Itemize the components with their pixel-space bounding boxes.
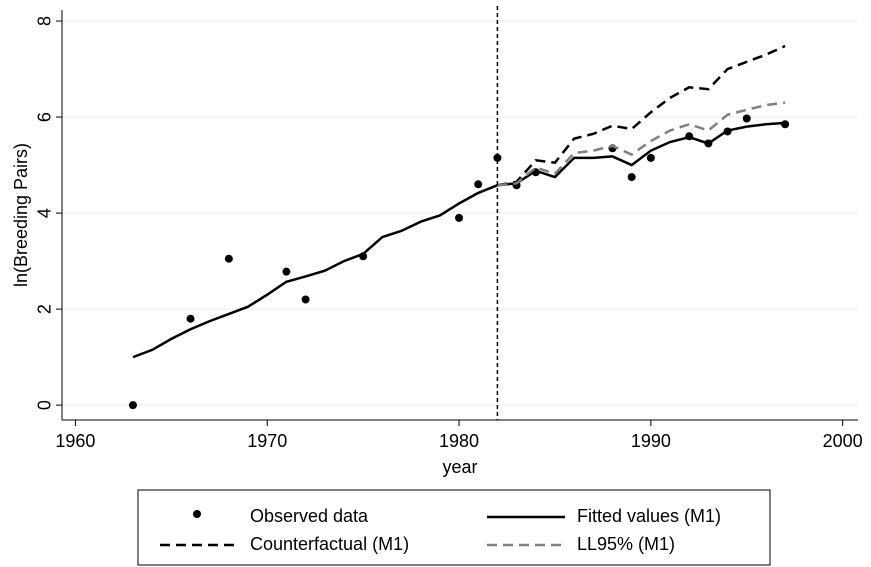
data-point: [128, 401, 137, 410]
legend-box: [137, 489, 771, 566]
x-tick-label: 1960: [55, 431, 95, 451]
legend-label: Fitted values (M1): [577, 506, 721, 526]
x-tick-label: 1990: [631, 431, 671, 451]
data-point: [224, 254, 233, 263]
data-point: [455, 213, 464, 222]
legend-label: Counterfactual (M1): [250, 534, 409, 554]
data-point: [493, 153, 502, 162]
series-line: [132, 121, 786, 359]
y-axis-label: ln(Breeding Pairs): [11, 143, 31, 287]
y-tick-label: 8: [35, 16, 55, 26]
y-tick-label: 6: [35, 112, 55, 122]
y-tick-label: 2: [35, 304, 55, 314]
legend-label: Observed data: [250, 506, 369, 526]
legend-label: LL95% (M1): [577, 534, 675, 554]
data-point: [627, 173, 636, 182]
data-point: [646, 153, 655, 162]
data-point: [186, 314, 195, 323]
y-tick-label: 0: [35, 400, 55, 410]
x-tick-label: 1980: [439, 431, 479, 451]
data-point: [742, 114, 751, 123]
data-point: [301, 295, 310, 304]
x-axis-label: year: [442, 457, 477, 477]
data-point: [282, 267, 291, 276]
x-tick-label: 2000: [823, 431, 863, 451]
data-point: [474, 180, 483, 189]
legend-marker: [193, 510, 201, 518]
y-tick-label: 4: [35, 208, 55, 218]
series-line: [497, 101, 786, 187]
x-tick-label: 1970: [247, 431, 287, 451]
